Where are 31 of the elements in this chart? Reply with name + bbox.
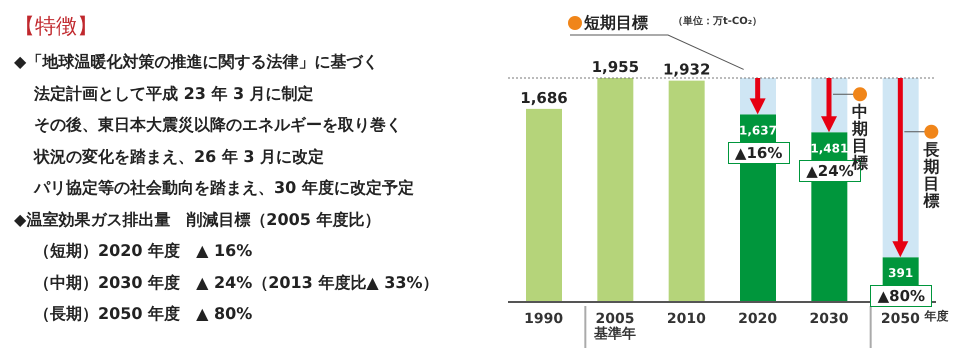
x-axis-title: 年度 — [924, 308, 948, 325]
bar — [597, 78, 634, 302]
text: （短期）2020 年度 ▲ 16% — [33, 240, 254, 262]
x-tick-label: 2020 — [738, 311, 778, 327]
annotation: ▲80% — [870, 285, 932, 308]
data-label: 1,932 — [662, 60, 710, 79]
data-label: 1,481 — [810, 141, 848, 156]
x-tick-label: 2005 基準年 — [593, 311, 636, 342]
text: （単位：万t-CO₂） — [673, 14, 762, 28]
annotation: ▲16% — [728, 142, 790, 164]
text: 法定計画として平成 23 年 3 月に制定 — [33, 82, 315, 104]
text: 状況の変化を踏まえ、26 年 3 月に改定 — [32, 146, 326, 168]
text: （中期）2030 年度 ▲ 24%（2013 年度比▲ 33%） — [33, 272, 440, 294]
annotation: 長期目標 — [923, 140, 940, 210]
bar — [526, 108, 562, 302]
x-tick-label: 1990 — [524, 311, 564, 327]
text: 【特徴】 — [14, 13, 99, 40]
x-tick-label: 2050 — [880, 311, 920, 327]
data-label: 1,955 — [592, 58, 640, 76]
bar — [668, 80, 705, 302]
x-tick-label: 2010 — [666, 311, 706, 327]
text: その後、東日本大震災以降のエネルギーを取り巻く — [33, 114, 403, 136]
x-tick-label: 2030 — [810, 311, 849, 327]
text: （長期）2050 年度 ▲ 80% — [33, 303, 254, 325]
text: 短期目標 — [584, 13, 648, 34]
text: パリ協定等の社会動向を踏まえ、30 年度に改定予定 — [32, 177, 415, 199]
text: ◆温室効果ガス排出量 削減目標（2005 年度比） — [14, 208, 382, 230]
data-label: 1,686 — [520, 88, 568, 107]
text: ◆「地球温暖化対策の推進に関する法律」に基づく — [14, 51, 380, 73]
data-label: 1,637 — [739, 123, 777, 138]
data-label: 391 — [888, 266, 914, 280]
